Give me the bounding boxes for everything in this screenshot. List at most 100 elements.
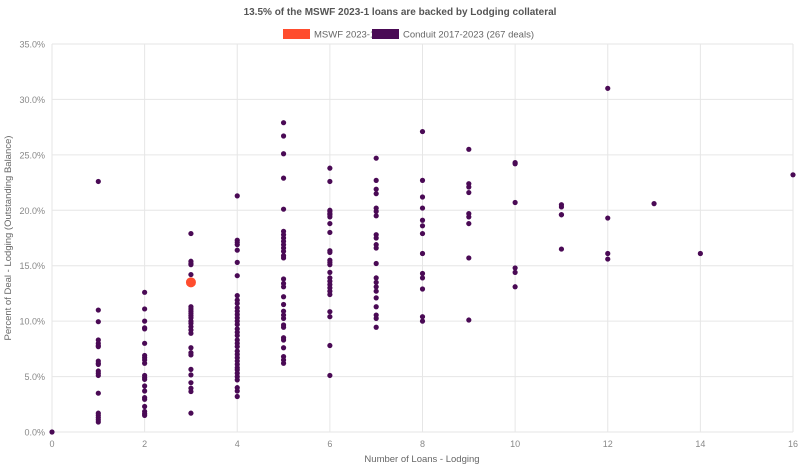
- x-tick-label: 16: [788, 439, 798, 449]
- data-point-conduit: [327, 229, 333, 236]
- data-point-conduit: [142, 318, 148, 324]
- data-point-conduit: [188, 380, 194, 386]
- data-point-conduit: [188, 330, 194, 336]
- x-tick-label: 2: [142, 439, 147, 449]
- data-point-conduit: [280, 284, 287, 290]
- data-point-conduit: [280, 324, 287, 330]
- data-point-conduit: [327, 269, 333, 275]
- data-point-conduit: [466, 214, 472, 220]
- data-point-conduit: [234, 259, 240, 265]
- data-point-conduit: [188, 345, 194, 351]
- data-point-conduit: [188, 366, 194, 372]
- data-point-conduit: [280, 276, 287, 282]
- data-point-conduit: [327, 262, 333, 268]
- data-point-conduit: [373, 208, 379, 214]
- x-tick-label: 10: [510, 439, 520, 449]
- data-point-conduit: [234, 321, 240, 328]
- data-point-conduit: [466, 184, 472, 190]
- data-point-conduit: [373, 279, 379, 285]
- x-tick-label: 6: [327, 439, 332, 449]
- data-point-conduit: [327, 314, 333, 320]
- data-point-conduit: [373, 288, 379, 294]
- data-point-conduit: [327, 291, 333, 298]
- x-tick-label: 8: [420, 439, 425, 449]
- data-point-conduit: [280, 255, 287, 261]
- data-point-conduit: [280, 315, 287, 321]
- data-point-conduit: [558, 204, 565, 210]
- data-point-conduit: [280, 151, 287, 157]
- data-point-conduit: [466, 317, 472, 323]
- x-tick-label: 4: [235, 439, 240, 449]
- data-point-conduit: [373, 186, 379, 192]
- data-point-conduit: [234, 300, 240, 307]
- data-point-conduit: [419, 318, 426, 324]
- data-point-conduit: [188, 352, 194, 358]
- legend-item-mswf[interactable]: MSWF 2023-1: [283, 29, 375, 41]
- data-point-conduit: [280, 120, 287, 126]
- data-point-conduit: [419, 194, 426, 200]
- data-point-conduit: [373, 324, 379, 330]
- data-point-conduit: [419, 270, 426, 277]
- data-point-conduit: [142, 388, 148, 394]
- data-point-conduit: [373, 284, 379, 290]
- y-tick-label: 10.0%: [19, 317, 45, 327]
- data-point-conduit: [605, 256, 611, 262]
- data-point-conduit: [373, 315, 379, 321]
- data-point-conduit: [142, 360, 148, 366]
- data-point-conduit: [95, 178, 101, 185]
- y-tick-label: 20.0%: [19, 206, 45, 216]
- data-point-conduit: [280, 248, 287, 254]
- data-point-conduit: [95, 307, 101, 313]
- legend-label-mswf: MSWF 2023-1: [314, 30, 375, 41]
- legend-item-conduit[interactable]: Conduit 2017-2023 (267 deals): [372, 29, 534, 41]
- data-point-conduit: [558, 246, 565, 252]
- data-point-conduit: [419, 230, 426, 237]
- data-point-mswf: [185, 277, 196, 288]
- x-tick-label: 14: [695, 439, 705, 449]
- data-point-conduit: [142, 383, 148, 389]
- data-point-conduit: [466, 220, 472, 227]
- x-tick-label: 0: [49, 439, 54, 449]
- data-point-conduit: [188, 372, 194, 378]
- data-point-conduit: [280, 345, 287, 351]
- legend: MSWF 2023-1 Conduit 2017-2023 (267 deals…: [283, 29, 534, 41]
- data-point-conduit: [95, 419, 101, 425]
- data-point-conduit: [373, 260, 379, 267]
- data-point-conduit: [327, 249, 333, 256]
- data-point-conduit: [373, 155, 379, 161]
- data-point-conduit: [280, 337, 287, 343]
- data-point-conduit: [234, 193, 240, 199]
- data-point-conduit: [234, 273, 240, 279]
- data-point-conduit: [651, 201, 657, 207]
- data-point-conduit: [558, 212, 565, 218]
- y-tick-label: 0.0%: [24, 428, 45, 438]
- data-point-conduit: [327, 220, 333, 227]
- data-points: [49, 85, 796, 435]
- data-point-conduit: [373, 245, 379, 251]
- legend-swatch-mswf: [283, 29, 310, 39]
- data-point-conduit: [95, 361, 101, 367]
- data-point-conduit: [419, 217, 426, 223]
- data-point-conduit: [280, 175, 287, 181]
- data-point-conduit: [327, 165, 333, 171]
- data-point-conduit: [419, 205, 426, 211]
- x-tick-label: 12: [603, 439, 613, 449]
- data-point-conduit: [790, 172, 796, 178]
- data-point-conduit: [466, 255, 472, 261]
- y-tick-label: 15.0%: [19, 261, 45, 271]
- data-point-conduit: [327, 214, 333, 220]
- data-point-conduit: [373, 304, 379, 310]
- data-point-conduit: [234, 293, 240, 299]
- data-point-conduit: [142, 403, 148, 410]
- data-point-conduit: [234, 242, 240, 248]
- data-point-conduit: [419, 250, 426, 257]
- data-point-conduit: [142, 340, 148, 346]
- y-axis-label: Percent of Deal - Lodging (Outstanding B…: [3, 136, 14, 341]
- data-point-conduit: [234, 344, 240, 350]
- y-tick-label: 30.0%: [19, 95, 45, 105]
- data-point-conduit: [373, 275, 379, 281]
- data-point-conduit: [512, 161, 518, 167]
- data-point-conduit: [234, 332, 240, 339]
- data-point-conduit: [373, 295, 379, 301]
- legend-label-conduit: Conduit 2017-2023 (267 deals): [403, 30, 534, 41]
